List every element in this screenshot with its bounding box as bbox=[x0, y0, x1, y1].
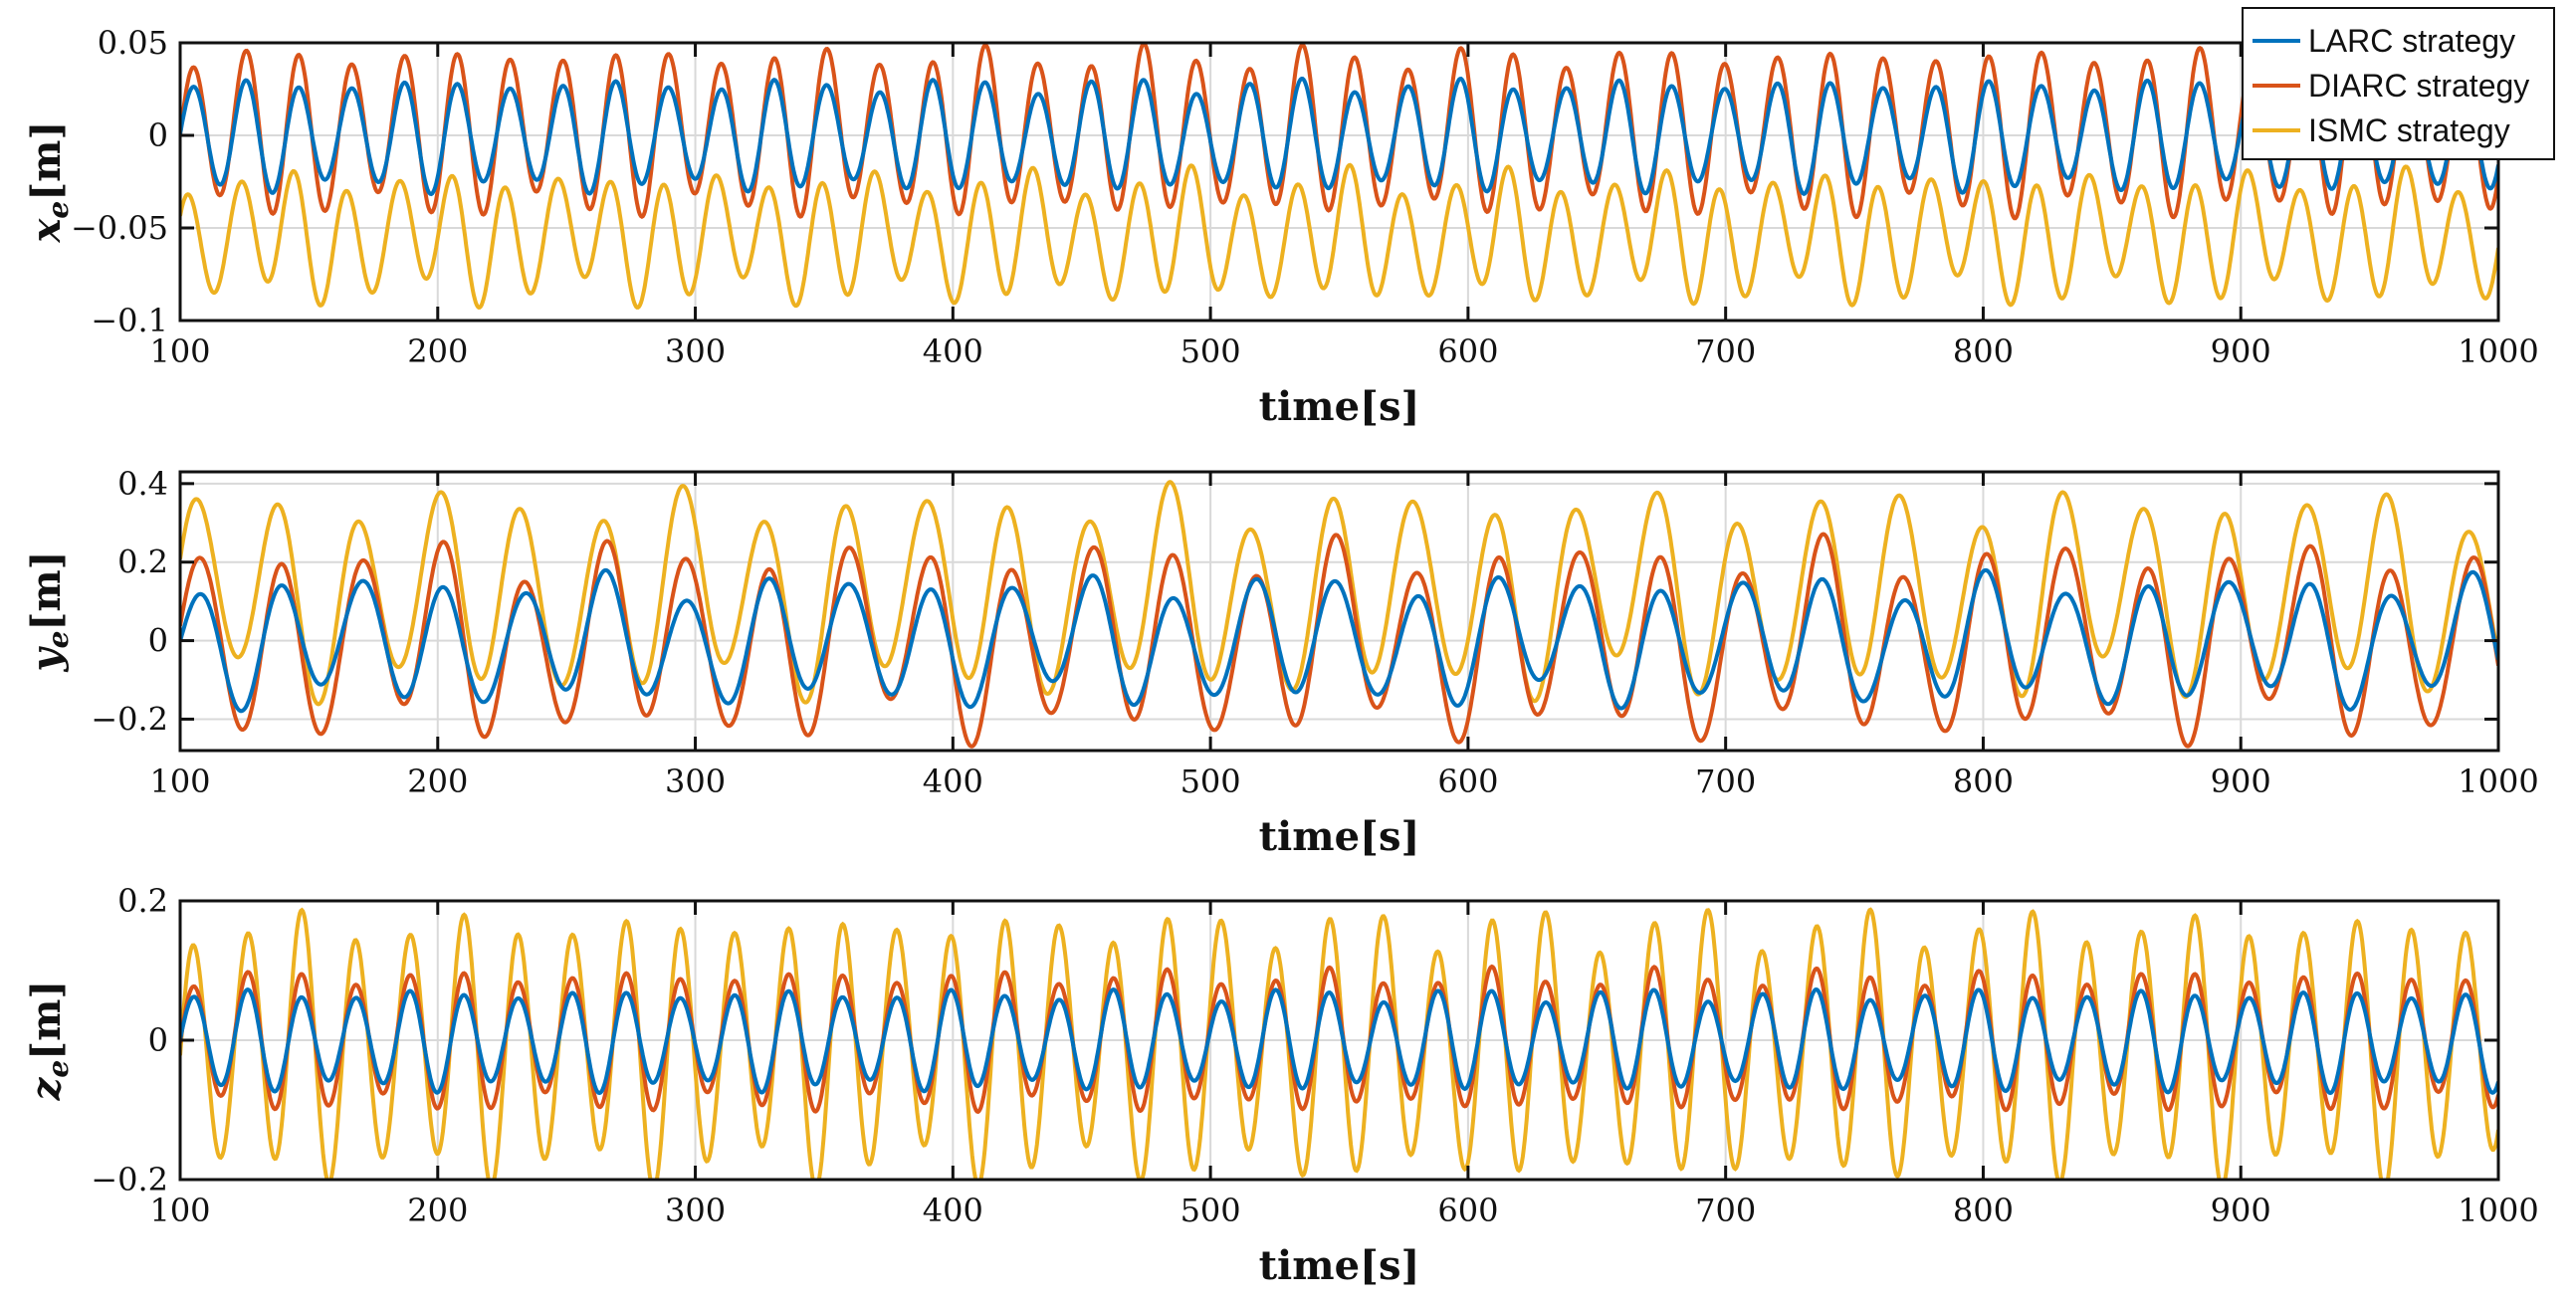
series-ismc-strategy bbox=[180, 480, 2498, 707]
x-tick-label: 300 bbox=[665, 1192, 726, 1229]
x-tick-label: 100 bbox=[149, 1192, 210, 1229]
y-label-unit: [m] bbox=[23, 980, 70, 1060]
series-larc-strategy bbox=[180, 986, 2498, 1096]
panel-xe: 100 200 300 400 500 600 700 800 900 1000 −0.1 −0.05… bbox=[23, 24, 2539, 430]
series-larc-strategy bbox=[180, 567, 2498, 714]
y-axis-label: xe[m] bbox=[23, 121, 75, 244]
series-ismc-strategy bbox=[180, 162, 2498, 310]
y-label-var: z bbox=[23, 1076, 70, 1101]
y-tick-label: −0.1 bbox=[91, 302, 168, 339]
y-label-sub: e bbox=[42, 201, 75, 219]
y-label-unit: [m] bbox=[23, 550, 70, 630]
x-tick-label: 500 bbox=[1181, 1192, 1241, 1229]
x-tick-label: 700 bbox=[1695, 332, 1756, 370]
x-tick-label: 900 bbox=[2211, 762, 2271, 800]
x-tick-label: 1000 bbox=[2458, 332, 2538, 370]
y-tick-label: 0 bbox=[148, 622, 168, 660]
x-tick-label: 100 bbox=[149, 762, 210, 800]
x-tick-label: 200 bbox=[407, 1192, 468, 1229]
x-tick-label: 1000 bbox=[2458, 1192, 2538, 1229]
x-tick-label: 600 bbox=[1437, 1192, 1498, 1229]
x-tick-label: 300 bbox=[665, 332, 726, 370]
axes-box bbox=[178, 41, 2500, 323]
y-tick-label: 0.4 bbox=[117, 465, 168, 503]
x-tick-label: 800 bbox=[1953, 332, 2014, 370]
x-tick-label: 500 bbox=[1181, 762, 1241, 800]
x-tick-label: 600 bbox=[1437, 762, 1498, 800]
y-label-sub: e bbox=[42, 631, 75, 649]
y-tick-label: −0.2 bbox=[91, 700, 168, 738]
legend-label: LARC strategy bbox=[2308, 23, 2515, 59]
y-tick-label: −0.2 bbox=[91, 1161, 168, 1198]
x-tick-label: 200 bbox=[407, 762, 468, 800]
y-label-sub: e bbox=[42, 1060, 75, 1078]
x-tick-label: 900 bbox=[2211, 1192, 2271, 1229]
panel-ye: 100 200 300 400 500 600 700 800 900 1000 −0.2 0 0.2 0… bbox=[23, 465, 2539, 860]
x-axis-label: time[s] bbox=[1259, 383, 1420, 430]
series-ismc-strategy bbox=[180, 907, 2498, 1180]
series-diarc-strategy bbox=[180, 964, 2498, 1115]
y-tick-label: 0.2 bbox=[117, 544, 168, 581]
legend-label: ISMC strategy bbox=[2308, 112, 2510, 148]
x-tick-label: 300 bbox=[665, 762, 726, 800]
x-tick-label: 1000 bbox=[2458, 762, 2538, 800]
x-tick-label: 600 bbox=[1437, 332, 1498, 370]
x-tick-label: 200 bbox=[407, 332, 468, 370]
y-label-unit: [m] bbox=[23, 121, 70, 201]
y-tick-label: 0.05 bbox=[98, 24, 168, 62]
y-label-var: x bbox=[23, 217, 70, 243]
x-axis-label: time[s] bbox=[1259, 813, 1420, 860]
y-tick-label: 0 bbox=[148, 116, 168, 154]
legend-label: DIARC strategy bbox=[2308, 68, 2529, 104]
y-tick-label: −0.05 bbox=[71, 209, 168, 247]
y-label-var: y bbox=[23, 646, 70, 673]
y-axis-label: ye[m] bbox=[23, 550, 75, 672]
y-axis-label: ze[m] bbox=[23, 980, 75, 1102]
y-tick-label: 0.2 bbox=[117, 882, 168, 920]
x-tick-label: 400 bbox=[923, 332, 983, 370]
x-tick-label: 800 bbox=[1953, 762, 2014, 800]
y-tick-label: 0 bbox=[148, 1021, 168, 1059]
legend: LARC strategy DIARC strategy ISMC strategy bbox=[2242, 7, 2555, 160]
x-tick-label: 700 bbox=[1695, 762, 1756, 800]
x-tick-label: 700 bbox=[1695, 1192, 1756, 1229]
axes-box bbox=[178, 470, 2500, 753]
x-tick-label: 800 bbox=[1953, 1192, 2014, 1229]
series-larc-strategy bbox=[180, 77, 2498, 197]
series-diarc-strategy bbox=[180, 532, 2498, 749]
x-tick-label: 400 bbox=[923, 1192, 983, 1229]
panel-ze: 100 200 300 400 500 600 700 800 900 1000 −0.2 0 0.2 t… bbox=[23, 882, 2539, 1289]
x-tick-label: 500 bbox=[1181, 332, 1241, 370]
x-tick-label: 400 bbox=[923, 762, 983, 800]
x-axis-label: time[s] bbox=[1259, 1242, 1420, 1289]
x-tick-label: 100 bbox=[149, 332, 210, 370]
x-tick-label: 900 bbox=[2211, 332, 2271, 370]
